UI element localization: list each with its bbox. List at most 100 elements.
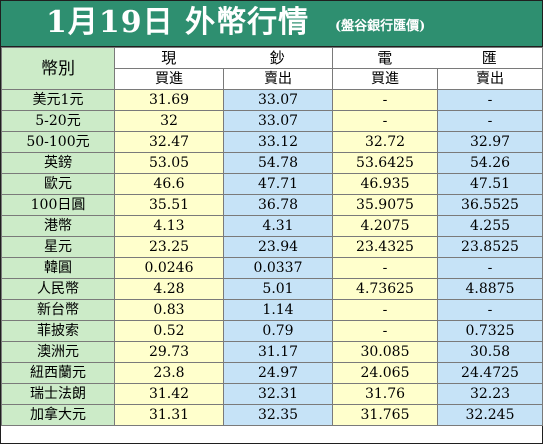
currency-name: 瑞士法朗 <box>1 383 115 405</box>
cash-sell-value: 33.12 <box>223 131 333 153</box>
cash-buy-value: 35.51 <box>114 194 224 216</box>
header-row-sub: 買進 賣出 買進 賣出 <box>2 68 543 90</box>
spot-sell-value: - <box>437 110 543 132</box>
currency-name: 加拿大元 <box>1 404 115 426</box>
cash-sell-value: 24.97 <box>223 362 333 384</box>
cash-sell-value: 32.31 <box>223 383 333 405</box>
cash-buy-header: 買進 <box>114 68 224 90</box>
cash-buy-value: 23.8 <box>114 362 224 384</box>
cash-sell-header: 賣出 <box>223 68 333 90</box>
page-title: 1月19日 外幣行情 <box>46 5 310 40</box>
spot-buy-value: 24.065 <box>332 362 438 384</box>
table-row: 港幣 4.13 4.31 4.2075 4.255 <box>1 215 543 237</box>
spot-sell-value: 0.7325 <box>437 320 543 342</box>
header-row-groups: 幣別 現鈔 電匯 <box>1 47 543 90</box>
spot-buy-value: 32.72 <box>332 131 438 153</box>
spot-buy-header: 買進 <box>332 68 438 90</box>
table-row: 新台幣 0.83 1.14- - <box>1 299 543 321</box>
cash-buy-value: 0.0246 <box>114 257 224 279</box>
cash-sell-value: 0.79 <box>223 320 333 342</box>
cash-buy-value: 32.47 <box>114 131 224 153</box>
spot-sell-value: 4.8875 <box>437 278 543 300</box>
cash-sell-value: 31.17 <box>223 341 333 363</box>
cash-sell-value: 5.01 <box>223 278 333 300</box>
cash-group-char-2: 鈔 <box>269 49 286 67</box>
cash-buy-value: 31.69 <box>114 89 224 111</box>
currency-name: 英鎊 <box>1 152 115 174</box>
cash-buy-value: 31.31 <box>114 404 224 426</box>
cash-buy-value: 23.25 <box>114 236 224 258</box>
table-row: 澳洲元 29.73 31.17 30.085 30.58 <box>1 341 543 363</box>
currency-name: 港幣 <box>1 215 115 237</box>
spot-sell-value: 47.51 <box>437 173 543 195</box>
cash-sell-value: 33.07 <box>223 89 333 111</box>
table-row: 韓圓 0.0246 0.0337- - <box>1 257 543 279</box>
spot-sell-value: 32.97 <box>437 131 543 153</box>
table-row: 紐西蘭元 23.8 24.97 24.065 24.4725 <box>1 362 543 384</box>
cash-buy-value: 0.83 <box>114 299 224 321</box>
table-row: 歐元 46.6 47.71 46.935 47.51 <box>1 173 543 195</box>
currency-name: 50-100元 <box>1 131 115 153</box>
cash-buy-value: 4.13 <box>114 215 224 237</box>
rate-table-body: 幣別 現鈔 電匯 買進 賣出 買進 賣出 美元1元 31.69 33.07- -5- <box>1 47 543 426</box>
currency-name: 紐西蘭元 <box>1 362 115 384</box>
cash-buy-value: 46.6 <box>114 173 224 195</box>
spot-group-char-2: 匯 <box>481 49 498 67</box>
currency-name: 5-20元 <box>1 110 115 132</box>
spot-sell-value: - <box>437 299 543 321</box>
currency-name: 澳洲元 <box>1 341 115 363</box>
cash-sell-value: 1.14 <box>223 299 333 321</box>
cash-buy-value: 32 <box>114 110 224 132</box>
cash-sell-value: 36.78 <box>223 194 333 216</box>
spot-sell-value: 4.255 <box>437 215 543 237</box>
spot-buy-value: 46.935 <box>332 173 438 195</box>
spot-sell-value: 32.245 <box>437 404 543 426</box>
cash-buy-value: 0.52 <box>114 320 224 342</box>
cash-buy-value: 53.05 <box>114 152 224 174</box>
cash-group-header: 現鈔 <box>114 47 333 69</box>
spot-buy-value: 30.085 <box>332 341 438 363</box>
currency-column-header: 幣別 <box>1 47 115 90</box>
cash-sell-value: 0.0337 <box>223 257 333 279</box>
cash-sell-value: 32.35 <box>223 404 333 426</box>
spot-buy-value: 4.73625 <box>332 278 438 300</box>
cash-buy-value: 29.73 <box>114 341 224 363</box>
spot-group-char-1: 電 <box>377 49 394 67</box>
spot-sell-value: 32.23 <box>437 383 543 405</box>
spot-buy-value: 31.765 <box>332 404 438 426</box>
cash-buy-value: 31.42 <box>114 383 224 405</box>
cash-sell-value: 33.07 <box>223 110 333 132</box>
table-row: 5-20元 32 33.07- - <box>1 110 543 132</box>
currency-name: 新台幣 <box>1 299 115 321</box>
table-row: 英鎊 53.05 54.78 53.6425 54.26 <box>1 152 543 174</box>
table-row: 瑞士法朗 31.42 32.31 31.76 32.23 <box>1 383 543 405</box>
exchange-rate-table: 幣別 現鈔 電匯 買進 賣出 買進 賣出 美元1元 31.69 33.07- -5- <box>1 47 543 426</box>
currency-name: 歐元 <box>1 173 115 195</box>
table-row: 星元 23.25 23.94 23.4325 23.8525 <box>1 236 543 258</box>
spot-buy-value: - <box>332 299 438 321</box>
table-row: 加拿大元 31.31 32.35 31.765 32.245 <box>1 404 543 426</box>
cash-group-char-1: 現 <box>161 49 178 67</box>
spot-buy-value: 31.76 <box>332 383 438 405</box>
cash-sell-value: 4.31 <box>223 215 333 237</box>
cash-buy-value: 4.28 <box>114 278 224 300</box>
spot-buy-value: 53.6425 <box>332 152 438 174</box>
cash-sell-value: 47.71 <box>223 173 333 195</box>
spot-sell-value: 24.4725 <box>437 362 543 384</box>
cash-sell-value: 23.94 <box>223 236 333 258</box>
table-row: 100日圓 35.51 36.78 35.9075 36.5525 <box>1 194 543 216</box>
spot-buy-value: 23.4325 <box>332 236 438 258</box>
page-subtitle: (盤谷銀行匯價) <box>335 19 426 34</box>
spot-sell-value: 36.5525 <box>437 194 543 216</box>
title-bar: 1月19日 外幣行情 (盤谷銀行匯價) <box>1 1 542 47</box>
spot-sell-value: 30.58 <box>437 341 543 363</box>
currency-name: 星元 <box>1 236 115 258</box>
spot-buy-value: 35.9075 <box>332 194 438 216</box>
spot-sell-value: 23.8525 <box>437 236 543 258</box>
spot-buy-value: - <box>332 110 438 132</box>
spot-buy-value: - <box>332 320 438 342</box>
spot-sell-value: 54.26 <box>437 152 543 174</box>
spot-sell-header: 賣出 <box>437 68 543 90</box>
spot-buy-value: - <box>332 89 438 111</box>
